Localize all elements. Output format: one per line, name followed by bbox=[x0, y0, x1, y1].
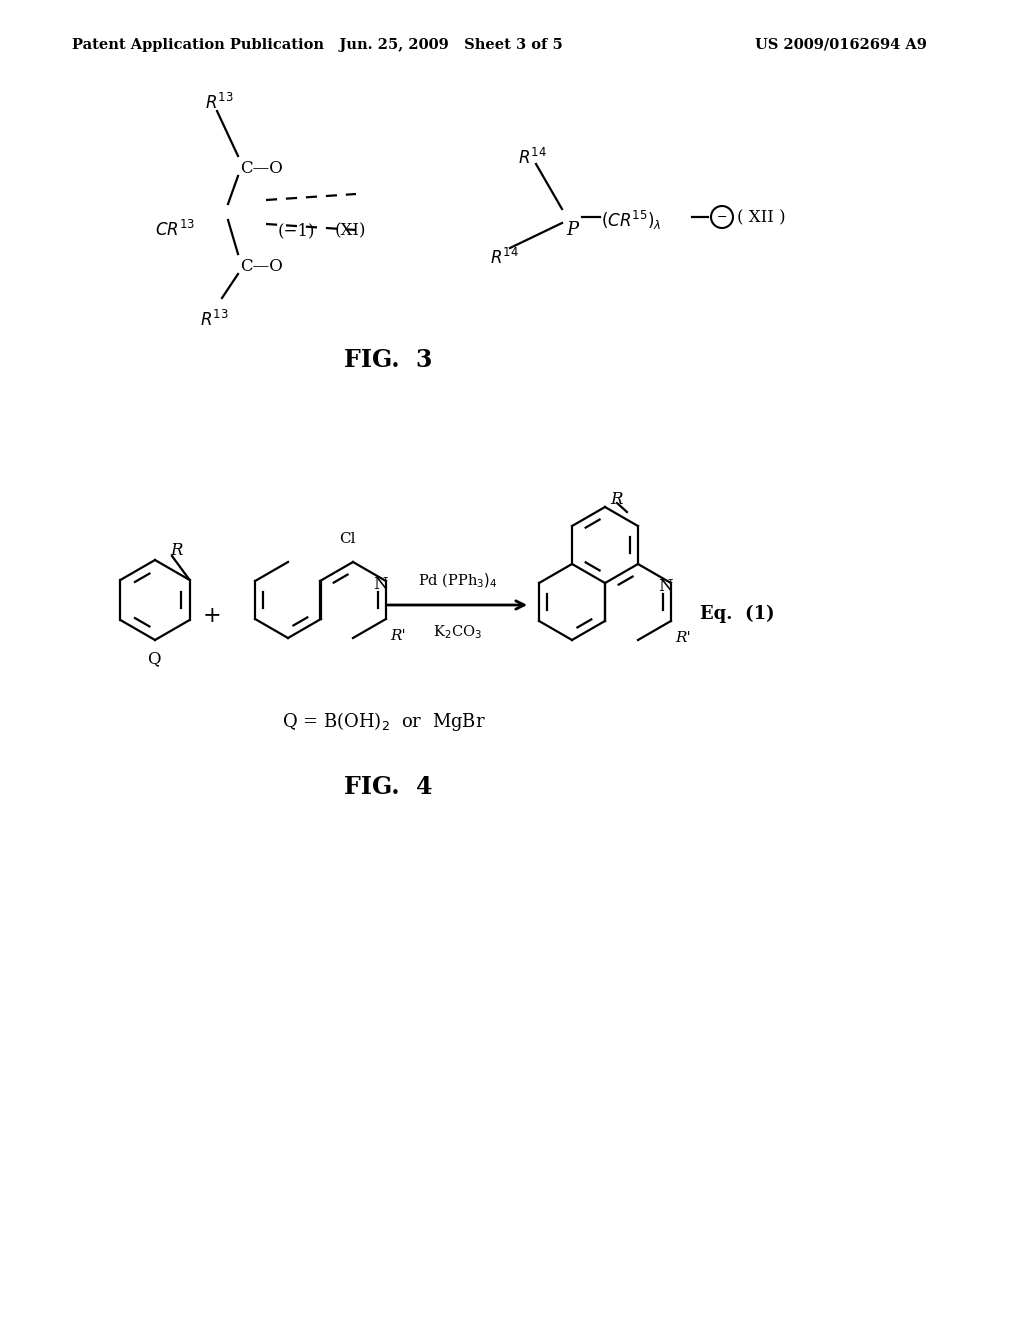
Text: R: R bbox=[610, 491, 623, 508]
Text: −: − bbox=[717, 210, 727, 223]
Text: FIG.  3: FIG. 3 bbox=[344, 348, 432, 372]
Text: $R^{13}$: $R^{13}$ bbox=[200, 310, 228, 330]
Text: R': R' bbox=[390, 630, 406, 643]
Text: R: R bbox=[170, 543, 182, 558]
Text: N: N bbox=[657, 578, 673, 595]
Text: K$_2$CO$_3$: K$_2$CO$_3$ bbox=[433, 623, 482, 640]
Text: Q: Q bbox=[147, 649, 161, 667]
Text: C—O: C—O bbox=[240, 160, 283, 177]
Text: Eq.  (1): Eq. (1) bbox=[700, 605, 774, 623]
Text: P: P bbox=[566, 220, 579, 239]
Text: $R^{14}$: $R^{14}$ bbox=[490, 248, 519, 268]
Text: $R^{14}$: $R^{14}$ bbox=[518, 148, 547, 168]
Text: FIG.  4: FIG. 4 bbox=[344, 775, 432, 799]
Text: Cl: Cl bbox=[339, 532, 355, 546]
Text: C—O: C—O bbox=[240, 257, 283, 275]
Text: N: N bbox=[373, 576, 387, 593]
Text: $CR^{13}$: $CR^{13}$ bbox=[155, 220, 196, 240]
Text: (−1): (−1) bbox=[278, 222, 315, 239]
Text: R': R' bbox=[675, 631, 690, 645]
Text: Patent Application Publication   Jun. 25, 2009   Sheet 3 of 5: Patent Application Publication Jun. 25, … bbox=[72, 38, 563, 51]
Text: +: + bbox=[203, 605, 221, 627]
Text: Pd (PPh$_3)_4$: Pd (PPh$_3)_4$ bbox=[418, 572, 498, 590]
Text: $R^{13}$: $R^{13}$ bbox=[205, 92, 233, 114]
Text: US 2009/0162694 A9: US 2009/0162694 A9 bbox=[755, 38, 927, 51]
Text: $(CR^{15})_\lambda$: $(CR^{15})_\lambda$ bbox=[601, 209, 662, 232]
Text: ( XII ): ( XII ) bbox=[737, 209, 785, 226]
Text: Q = B(OH)$_2$  or  MgBr: Q = B(OH)$_2$ or MgBr bbox=[282, 710, 485, 733]
Text: (XI): (XI) bbox=[335, 222, 367, 239]
